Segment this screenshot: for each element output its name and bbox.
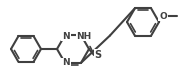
Text: O: O — [159, 11, 167, 20]
Text: NH: NH — [76, 32, 92, 41]
Text: N: N — [62, 32, 70, 41]
Text: S: S — [94, 50, 102, 60]
Text: N: N — [62, 58, 70, 67]
